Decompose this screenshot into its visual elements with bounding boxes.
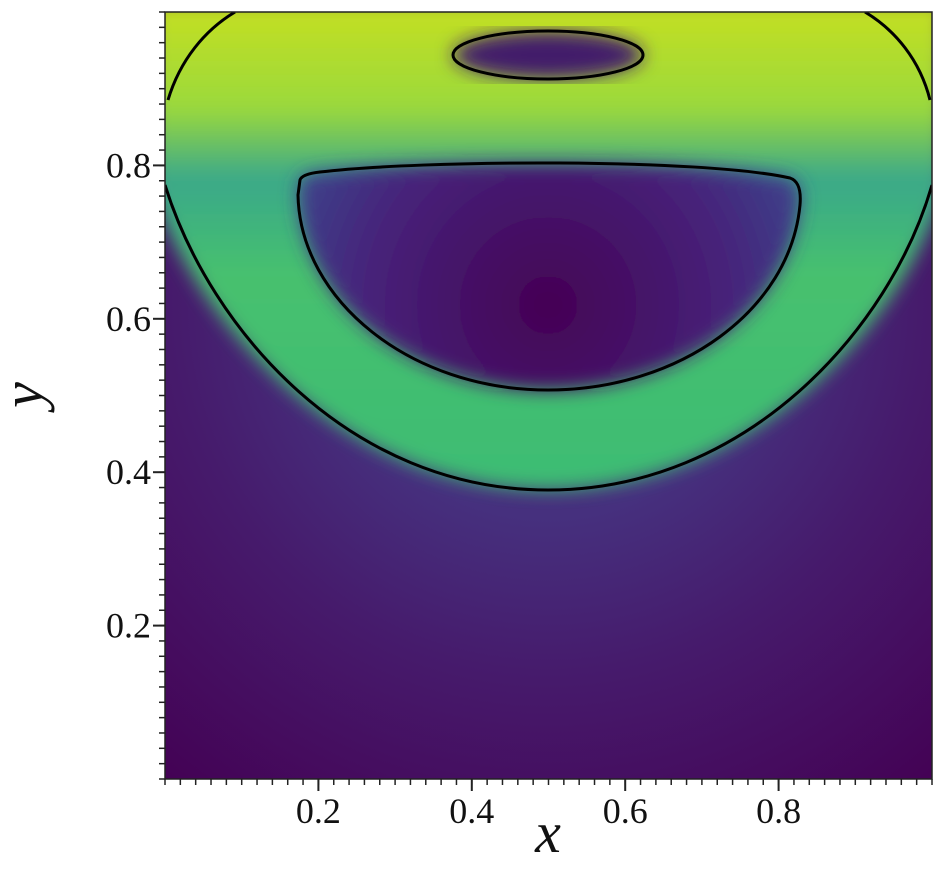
contour-line — [165, 184, 932, 492]
field-spot — [453, 31, 643, 79]
field — [165, 12, 932, 779]
x-tick-label: 0.6 — [603, 791, 648, 831]
field-inner — [298, 162, 801, 390]
y-tick-label: 0.4 — [106, 452, 151, 492]
x-axis-label: x — [534, 800, 561, 865]
contours — [165, 12, 932, 492]
x-tick-label: 0.2 — [296, 791, 341, 831]
x-tick-label: 0.8 — [756, 791, 801, 831]
y-axis-label: y — [0, 382, 55, 413]
contour-line — [166, 12, 236, 101]
y-tick-label: 0.8 — [106, 145, 151, 185]
contour-line — [296, 161, 802, 392]
y-tick-label: 0.6 — [106, 299, 151, 339]
x-tick-label: 0.4 — [449, 791, 494, 831]
contour-line — [864, 12, 932, 101]
y-tick-label: 0.2 — [106, 606, 151, 646]
contour-line — [451, 29, 645, 81]
